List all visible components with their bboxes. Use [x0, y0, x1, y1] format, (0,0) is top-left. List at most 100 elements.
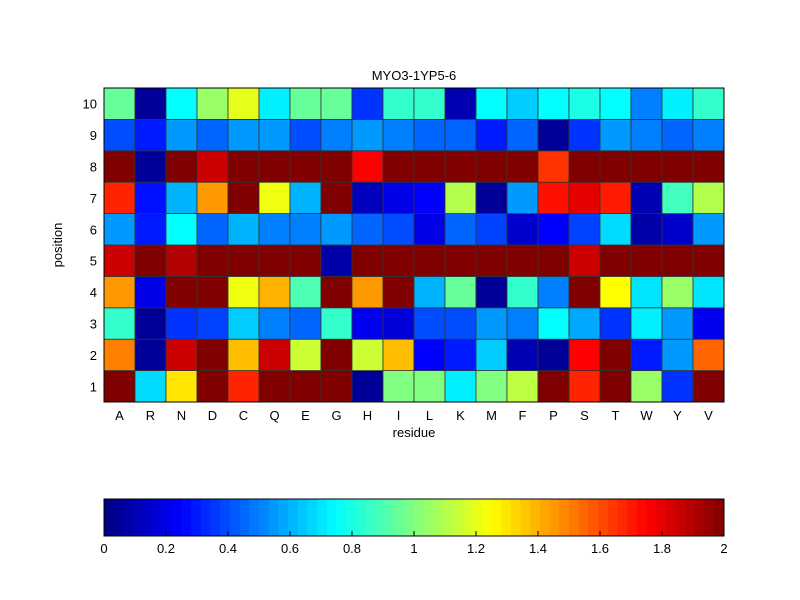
heatmap-cells — [103, 87, 725, 403]
heatmap-cell-G-7 — [320, 181, 353, 214]
heatmap-cell-L-4 — [413, 275, 446, 309]
heatmap-cell-Q-7 — [258, 181, 291, 214]
heatmap-cell-G-2 — [320, 338, 353, 372]
heatmap-cell-M-9 — [475, 119, 508, 152]
heatmap-cell-N-6 — [165, 213, 198, 246]
heatmap-cell-F-2 — [506, 338, 539, 372]
heatmap-cell-E-6 — [289, 213, 322, 246]
colorbar-segment — [617, 499, 628, 536]
colorbar-segment — [297, 499, 308, 536]
x-tick-label: R — [146, 408, 155, 423]
heatmap-cell-Q-9 — [258, 119, 291, 152]
heatmap-cell-R-9 — [134, 119, 167, 152]
y-tick-label: 3 — [90, 317, 97, 332]
heatmap-cell-I-7 — [382, 181, 415, 214]
heatmap-cell-P-3 — [537, 307, 570, 340]
heatmap-cell-A-6 — [103, 213, 136, 246]
colorbar-segment — [336, 499, 347, 536]
heatmap-cell-R-1 — [134, 370, 167, 403]
heatmap-cell-H-2 — [351, 338, 384, 372]
heatmap-cell-I-5 — [382, 244, 415, 277]
colorbar-tick-label: 1.2 — [467, 541, 485, 556]
y-tick-label: 7 — [90, 191, 97, 206]
heatmap-cell-W-7 — [630, 181, 663, 214]
y-tick-label: 6 — [90, 222, 97, 237]
colorbar-segment — [239, 499, 250, 536]
heatmap-cell-H-5 — [351, 244, 384, 277]
heatmap-cell-D-3 — [196, 307, 229, 340]
heatmap-cell-H-6 — [351, 213, 384, 246]
y-tick-label: 1 — [90, 379, 97, 394]
heatmap-cell-W-3 — [630, 307, 663, 340]
heatmap-cell-M-8 — [475, 150, 508, 183]
colorbar-segment — [656, 499, 667, 536]
heatmap-cell-A-7 — [103, 181, 136, 214]
heatmap-cell-H-9 — [351, 119, 384, 152]
heatmap-cell-D-2 — [196, 338, 229, 372]
heatmap-cell-K-1 — [444, 370, 477, 403]
colorbar-segment — [104, 499, 115, 536]
heatmap-cell-E-9 — [289, 119, 322, 152]
heatmap-cell-W-8 — [630, 150, 663, 183]
heatmap-cell-G-10 — [320, 87, 353, 120]
heatmap-cell-T-4 — [599, 275, 632, 309]
heatmap-cell-S-5 — [568, 244, 601, 277]
y-tick-label: 2 — [90, 348, 97, 363]
heatmap-cell-N-4 — [165, 275, 198, 309]
x-tick-label: M — [486, 408, 497, 423]
y-tick-label: 9 — [90, 128, 97, 143]
x-tick-label: F — [519, 408, 527, 423]
heatmap-cell-E-2 — [289, 338, 322, 372]
colorbar-segment — [685, 499, 696, 536]
heatmap-cell-G-1 — [320, 370, 353, 403]
heatmap-cell-N-1 — [165, 370, 198, 403]
heatmap-cell-N-5 — [165, 244, 198, 277]
heatmap-cell-I-6 — [382, 213, 415, 246]
heatmap-cell-S-1 — [568, 370, 601, 403]
heatmap-cell-T-9 — [599, 119, 632, 152]
heatmap-cell-I-10 — [382, 87, 415, 120]
heatmap-cell-C-6 — [227, 213, 260, 246]
colorbar-tick-label: 1.4 — [529, 541, 547, 556]
colorbar-segment — [384, 499, 396, 536]
heatmap-cell-M-7 — [475, 181, 508, 214]
x-tick-label: A — [115, 408, 124, 423]
colorbar-segment — [627, 499, 638, 536]
heatmap-cell-R-10 — [134, 87, 167, 120]
heatmap-cell-K-7 — [444, 181, 477, 214]
heatmap-cell-S-7 — [568, 181, 601, 214]
colorbar — [104, 499, 725, 536]
heatmap-cell-D-8 — [196, 150, 229, 183]
heatmap-cell-K-2 — [444, 338, 477, 372]
heatmap-cell-C-5 — [227, 244, 260, 277]
heatmap-cell-K-9 — [444, 119, 477, 152]
heatmap-cell-P-8 — [537, 150, 570, 183]
colorbar-segment — [539, 499, 551, 536]
heatmap-cell-S-3 — [568, 307, 601, 340]
heatmap-cell-Y-6 — [661, 213, 694, 246]
colorbar-segment — [462, 499, 473, 536]
heatmap-cell-Q-6 — [258, 213, 291, 246]
heatmap-cell-Y-3 — [661, 307, 694, 340]
colorbar-segment — [191, 499, 202, 536]
colorbar-segment — [249, 499, 260, 536]
heatmap-cell-F-8 — [506, 150, 539, 183]
colorbar-segment — [423, 499, 434, 536]
heatmap-cell-S-10 — [568, 87, 601, 120]
colorbar-segment — [452, 499, 463, 536]
heatmap-cell-M-4 — [475, 275, 508, 309]
colorbar-segment — [714, 499, 725, 536]
heatmap-cell-G-4 — [320, 275, 353, 309]
heatmap-cell-Y-7 — [661, 181, 694, 214]
heatmap-cell-S-8 — [568, 150, 601, 183]
colorbar-segment — [355, 499, 367, 536]
heatmap-cell-L-7 — [413, 181, 446, 214]
heatmap-cell-L-3 — [413, 307, 446, 340]
heatmap-cell-E-4 — [289, 275, 322, 309]
colorbar-segment — [549, 499, 560, 536]
heatmap-cell-I-2 — [382, 338, 415, 372]
colorbar-segment — [636, 499, 647, 536]
heatmap-cell-T-2 — [599, 338, 632, 372]
colorbar-segment — [598, 499, 609, 536]
